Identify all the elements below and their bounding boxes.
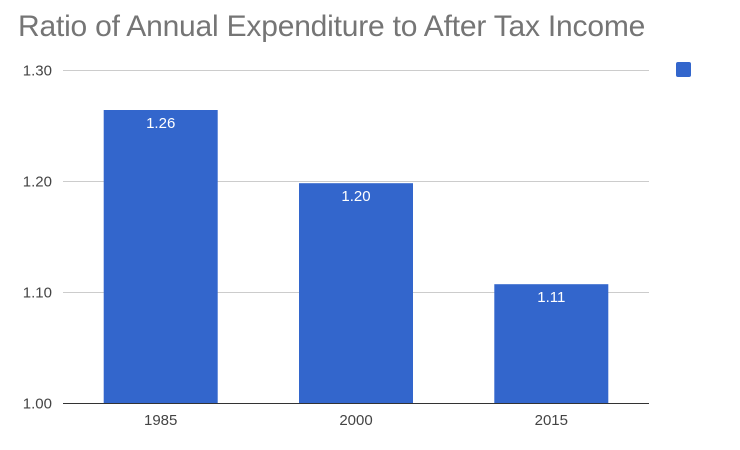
x-tick-label: 2015: [535, 412, 568, 429]
data-label-1985: 1.26: [146, 115, 175, 132]
y-tick-label: 1.00: [23, 396, 52, 413]
bar-layer: [103, 110, 609, 403]
y-tick-label: 1.10: [23, 285, 52, 302]
data-label-2015: 1.11: [537, 289, 565, 306]
y-tick-label: 1.30: [23, 63, 52, 80]
bar-1985: [103, 110, 218, 403]
data-label-2000: 1.20: [341, 188, 370, 205]
y-tick-label: 1.20: [23, 174, 52, 191]
label-layer: 1.26 1.20 1.11: [146, 115, 565, 306]
axis-layer: 1.00 1.10 1.20 1.30 1985 2000 2015: [23, 63, 649, 429]
bar-2015: [494, 284, 609, 403]
chart-title: Ratio of Annual Expenditure to After Tax…: [18, 10, 646, 43]
x-tick-label: 2000: [339, 412, 372, 429]
x-tick-label: 1985: [144, 412, 177, 429]
bar-2000: [299, 183, 413, 403]
legend-swatch: [676, 62, 691, 77]
